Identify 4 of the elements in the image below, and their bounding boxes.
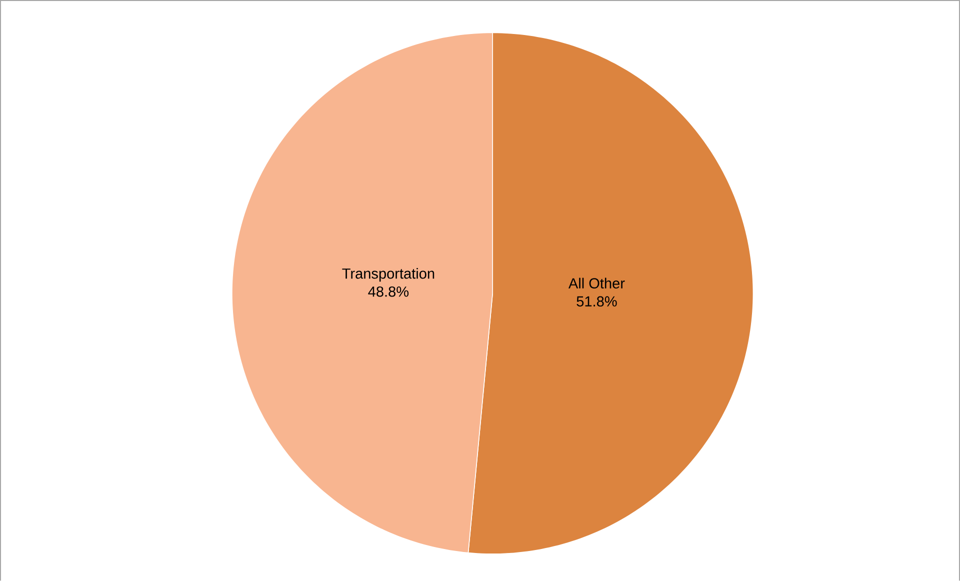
slice-label: All Other [568, 278, 625, 288]
slice-label: Transportation [342, 268, 434, 282]
data-label: 48.8% [368, 286, 409, 297]
data-label: 51.8% [576, 296, 617, 306]
